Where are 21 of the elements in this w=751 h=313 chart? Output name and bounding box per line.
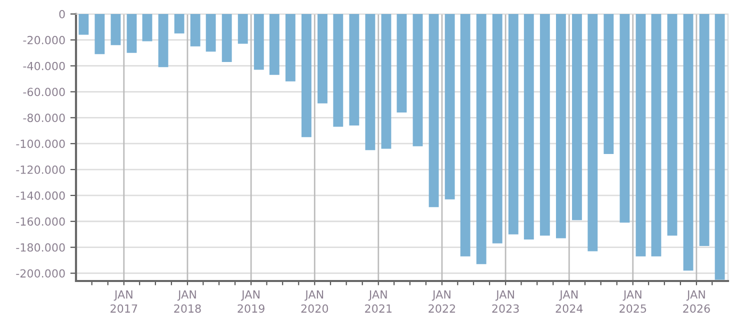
x-tick-label: JAN 2026 [683,290,710,313]
y-tick-label: -140.000 [16,191,65,200]
y-tick-label: -40.000 [23,62,65,70]
y-tick-label: -20.000 [23,36,65,44]
x-tick-label: JAN 2023 [492,290,519,313]
x-tick-label: JAN 2019 [238,290,264,313]
x-tick-label: JAN 2020 [301,290,328,313]
y-tick-label: -160.000 [16,217,65,226]
y-tick-label: -60.000 [23,88,65,96]
y-tick-label: -200.000 [16,269,65,278]
x-tick-label: JAN 2021 [365,290,392,313]
x-tick-label: JAN 2025 [620,290,646,313]
x-tick-label: JAN 2024 [556,290,583,313]
x-tick-label: JAN 2022 [428,290,455,313]
y-tick-label: 0 [59,10,65,18]
x-tick-label: JAN 2018 [174,290,201,313]
x-tick-label: JAN 2017 [110,290,138,313]
y-tick-label: -180.000 [16,243,65,252]
y-tick-label: -120.000 [16,166,65,174]
y-tick-label: -100.000 [16,140,65,148]
y-tick-label: -80.000 [23,114,65,122]
